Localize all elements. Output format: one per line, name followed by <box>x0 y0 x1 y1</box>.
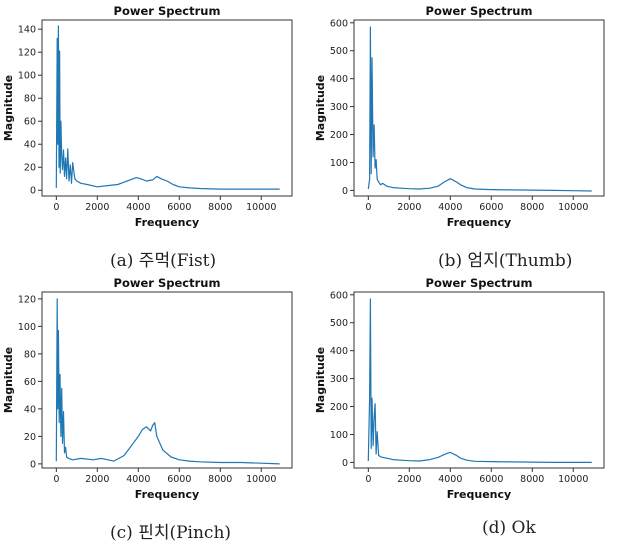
chart-panel-d: Power Spectrum 0 2000 4000 6000 8000 10000 0 100… <box>312 272 617 512</box>
x-tick-label: 10000 <box>246 202 276 213</box>
y-tick-label: 80 <box>24 94 36 105</box>
x-tick-label: 6000 <box>167 202 191 213</box>
y-tick-label: 60 <box>24 117 36 128</box>
y-tick-label: 120 <box>18 294 36 305</box>
y-tick-label: 200 <box>330 130 348 141</box>
x-tick-label: 4000 <box>126 202 150 213</box>
chart-title: Power Spectrum <box>426 4 533 18</box>
x-tick-label: 10000 <box>558 474 588 485</box>
x-tick-label: 8000 <box>520 474 544 485</box>
y-axis-label: Magnitude <box>314 75 327 141</box>
y-tick-label: 100 <box>330 430 348 441</box>
plot-frame <box>41 19 293 197</box>
y-tick-label: 100 <box>330 158 348 169</box>
x-tick-label: 8000 <box>208 474 232 485</box>
chart-panel-c: Power Spectrum 0 2000 4000 6000 8000 10000 0 20 4… <box>0 272 305 512</box>
x-tick-label: 4000 <box>126 474 150 485</box>
power-spectrum-chart-d: Power Spectrum 0 2000 4000 6000 8000 10000 0 100… <box>314 276 605 501</box>
y-tick-label: 40 <box>24 140 36 151</box>
y-tick-label: 600 <box>330 18 348 29</box>
y-tick-label: 20 <box>24 432 36 443</box>
spectrum-line-series-0 <box>367 298 592 463</box>
x-tick-label: 0 <box>53 202 59 213</box>
x-tick-label: 10000 <box>246 474 276 485</box>
y-tick-label: 500 <box>330 318 348 329</box>
y-tick-label: 40 <box>24 404 36 415</box>
chart-panel-b: Power Spectrum 0 2000 4000 6000 8000 10000 0 100… <box>312 0 617 240</box>
y-tick-label: 200 <box>330 402 348 413</box>
y-tick-label: 20 <box>24 163 36 174</box>
chart-title: Power Spectrum <box>114 276 221 290</box>
power-spectrum-chart-a: Power Spectrum 0 2000 4000 6000 8000 10000 0 20 4… <box>2 4 293 229</box>
x-tick-label: 0 <box>365 202 371 213</box>
y-tick-label: 400 <box>330 74 348 85</box>
y-tick-label: 500 <box>330 46 348 57</box>
x-tick-label: 2000 <box>397 474 421 485</box>
x-tick-label: 0 <box>365 474 371 485</box>
chart-title: Power Spectrum <box>426 276 533 290</box>
chart-title: Power Spectrum <box>114 4 221 18</box>
caption-d: (d) Ok <box>482 518 536 538</box>
x-axis-label: Frequency <box>135 488 199 501</box>
x-tick-label: 6000 <box>479 474 503 485</box>
spectrum-line-series-0 <box>55 25 280 190</box>
x-axis-label: Frequency <box>447 216 511 229</box>
x-tick-label: 2000 <box>85 474 109 485</box>
y-tick-label: 140 <box>18 25 36 36</box>
y-tick-label: 400 <box>330 346 348 357</box>
y-tick-label: 300 <box>330 374 348 385</box>
x-tick-label: 10000 <box>558 202 588 213</box>
plot-frame <box>353 19 605 197</box>
y-tick-label: 0 <box>30 459 36 470</box>
x-tick-label: 8000 <box>520 202 544 213</box>
y-tick-label: 300 <box>330 102 348 113</box>
caption-c: (c) 핀치(Pinch) <box>110 523 232 543</box>
y-tick-label: 60 <box>24 377 36 388</box>
chart-panel-a: Power Spectrum 0 2000 4000 6000 8000 10000 0 20 4… <box>0 0 305 240</box>
y-tick-label: 100 <box>18 71 36 82</box>
y-tick-label: 100 <box>18 322 36 333</box>
x-tick-label: 4000 <box>438 474 462 485</box>
x-tick-label: 4000 <box>438 202 462 213</box>
x-tick-label: 2000 <box>85 202 109 213</box>
y-tick-label: 120 <box>18 48 36 59</box>
x-axis-label: Frequency <box>447 488 511 501</box>
power-spectrum-chart-b: Power Spectrum 0 2000 4000 6000 8000 10000 0 100… <box>314 4 605 229</box>
y-tick-label: 80 <box>24 349 36 360</box>
y-tick-label: 0 <box>30 186 36 197</box>
x-tick-label: 6000 <box>479 202 503 213</box>
y-axis-label: Magnitude <box>2 75 15 141</box>
spectrum-line-series-0 <box>55 298 280 465</box>
plot-frame <box>353 291 605 469</box>
x-axis-label: Frequency <box>135 216 199 229</box>
x-tick-label: 2000 <box>397 202 421 213</box>
caption-a: (a) 주먹(Fist) <box>110 251 217 271</box>
y-tick-label: 0 <box>342 186 348 197</box>
y-axis-label: Magnitude <box>314 347 327 413</box>
y-axis-label: Magnitude <box>2 347 15 413</box>
power-spectrum-chart-c: Power Spectrum 0 2000 4000 6000 8000 10000 0 20 4… <box>2 276 293 501</box>
plot-frame <box>41 291 293 469</box>
x-tick-label: 8000 <box>208 202 232 213</box>
x-tick-label: 0 <box>53 474 59 485</box>
x-tick-label: 6000 <box>167 474 191 485</box>
y-tick-label: 600 <box>330 290 348 301</box>
spectrum-line-series-0 <box>367 26 592 192</box>
y-tick-label: 0 <box>342 458 348 469</box>
caption-b: (b) 엄지(Thumb) <box>438 251 573 271</box>
